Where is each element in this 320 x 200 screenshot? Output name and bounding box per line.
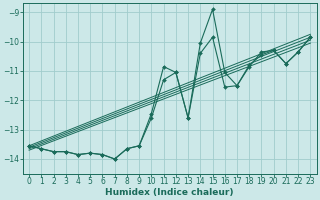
X-axis label: Humidex (Indice chaleur): Humidex (Indice chaleur) xyxy=(106,188,234,197)
